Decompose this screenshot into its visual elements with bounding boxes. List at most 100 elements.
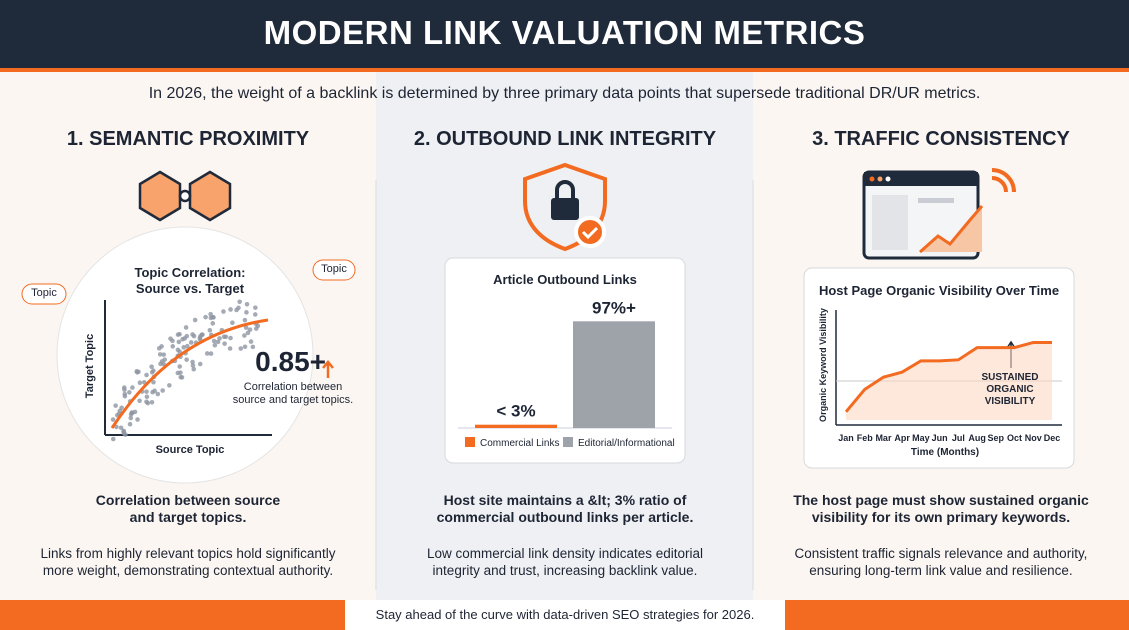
- scatter-dot: [137, 380, 143, 386]
- topic-tag: [21, 283, 67, 305]
- scatter-dot: [188, 340, 194, 345]
- scatter-dot: [134, 369, 139, 374]
- scatter-dot: [242, 317, 248, 323]
- x-tick-label: Jul: [952, 433, 965, 443]
- x-tick-label: Mar: [875, 433, 892, 443]
- x-tick-label: Dec: [1044, 433, 1061, 443]
- scatter-dot: [190, 363, 196, 368]
- scatter-dot: [252, 312, 258, 317]
- scatter-dot: [149, 364, 154, 370]
- scatter-dot: [190, 332, 195, 337]
- scatter-dot: [170, 344, 176, 349]
- scatter-dot: [250, 344, 256, 350]
- scatter-dot: [230, 320, 235, 325]
- scatter-dot: [129, 410, 135, 415]
- scatter-dot: [242, 344, 248, 350]
- scatter-dot: [234, 307, 239, 313]
- scatter-dot: [182, 336, 188, 341]
- summary: Correlation between source and target to…: [95, 492, 281, 525]
- summary: Host site maintains a &lt; 3% ratio of c…: [436, 492, 694, 525]
- scatter-dot: [248, 339, 254, 344]
- browser-icon: [862, 168, 1016, 260]
- scatter-dot: [243, 325, 249, 330]
- scatter-dot: [113, 403, 118, 408]
- scatter-dot: [242, 333, 247, 338]
- scatter-dot: [197, 361, 203, 367]
- area: [846, 342, 1052, 420]
- y-axis-label: Organic Keyword Visibility: [818, 308, 828, 422]
- header-bar: [0, 0, 1129, 68]
- scatter-dot: [221, 309, 226, 314]
- figure-title: Host Page Organic Visibility Over Time: [818, 283, 1060, 298]
- description: Links from highly relevant topics hold s…: [40, 546, 336, 578]
- bar: [475, 424, 557, 428]
- scatter-dot: [191, 366, 197, 372]
- scatter-dot: [253, 326, 259, 331]
- annotation: SUSTAINED ORGANIC VISIBILITY: [981, 372, 1039, 407]
- scatter-dot: [127, 421, 133, 427]
- legend-swatch: [563, 437, 573, 447]
- up-arrow: [322, 360, 334, 378]
- heading: 1. SEMANTIC PROXIMITY: [66, 128, 310, 150]
- legend-swatch: [465, 437, 475, 447]
- scatter-dot: [222, 341, 227, 346]
- scatter-dot: [178, 370, 183, 375]
- scatter-dot: [208, 351, 214, 356]
- scatter-dot: [157, 352, 163, 357]
- scatter-dot: [244, 301, 250, 307]
- x-tick-label: Apr: [894, 433, 910, 443]
- scatter-dot: [221, 334, 227, 340]
- x-axis-label: Source Topic: [155, 444, 225, 456]
- scatter-dot: [212, 342, 218, 348]
- scatter-dot: [227, 346, 233, 351]
- footer: Stay ahead of the curve with data-driven…: [375, 607, 755, 622]
- scatter-dot: [144, 372, 149, 378]
- scatter-dot: [192, 317, 198, 323]
- scatter-dot: [211, 338, 217, 344]
- scatter-dot: [175, 347, 181, 353]
- footer-label-box: [345, 600, 785, 630]
- x-tick-label: Oct: [1007, 433, 1022, 443]
- x-tick-label: May: [912, 433, 930, 443]
- scatter-dot: [144, 399, 149, 405]
- scatter-dot: [144, 394, 150, 400]
- topic-tag-text: Topic: [321, 263, 347, 275]
- topic-tag-text: Topic: [31, 287, 57, 299]
- scatter-dot: [199, 332, 205, 337]
- scatter-dot: [190, 359, 195, 365]
- scatter-dot: [211, 315, 216, 320]
- scatter-dot: [117, 408, 123, 414]
- scatter-dot: [204, 351, 210, 356]
- scatter-dot: [175, 332, 181, 337]
- scatter-dot: [159, 344, 164, 349]
- scatter-dot: [122, 393, 128, 399]
- scatter-dot: [127, 390, 132, 395]
- scatter-dot: [149, 399, 155, 405]
- scatter-dot: [183, 325, 189, 330]
- x-axis-label: Time (Months): [910, 447, 980, 458]
- scatter-dot: [228, 335, 233, 341]
- x-tick-label: Nov: [1025, 433, 1042, 443]
- scatter-dot: [161, 352, 167, 357]
- stat-note: Correlation between source and target to…: [232, 381, 354, 406]
- figure-title: Article Outbound Links: [493, 272, 637, 287]
- value-label: 97%+: [592, 298, 636, 317]
- scatter-dot: [237, 299, 242, 305]
- scatter-points: [110, 299, 261, 442]
- scatter-dot: [228, 307, 233, 312]
- scatter-dot: [177, 364, 183, 369]
- scatter-dot: [215, 339, 221, 345]
- scatter-dot: [144, 389, 149, 394]
- scatter-dot: [160, 388, 165, 393]
- scatter-dot: [155, 391, 161, 397]
- scatter-dot: [151, 379, 156, 385]
- scatter-dot: [168, 336, 173, 341]
- scatter-dot: [244, 310, 249, 315]
- scatter-dot: [253, 305, 258, 310]
- intro: In 2026, the weight of a backlink is det…: [148, 85, 981, 102]
- scatter-dot: [238, 346, 244, 351]
- scatter-dot: [207, 327, 213, 333]
- scatter-dot: [121, 429, 126, 434]
- scatter-dot: [184, 357, 189, 362]
